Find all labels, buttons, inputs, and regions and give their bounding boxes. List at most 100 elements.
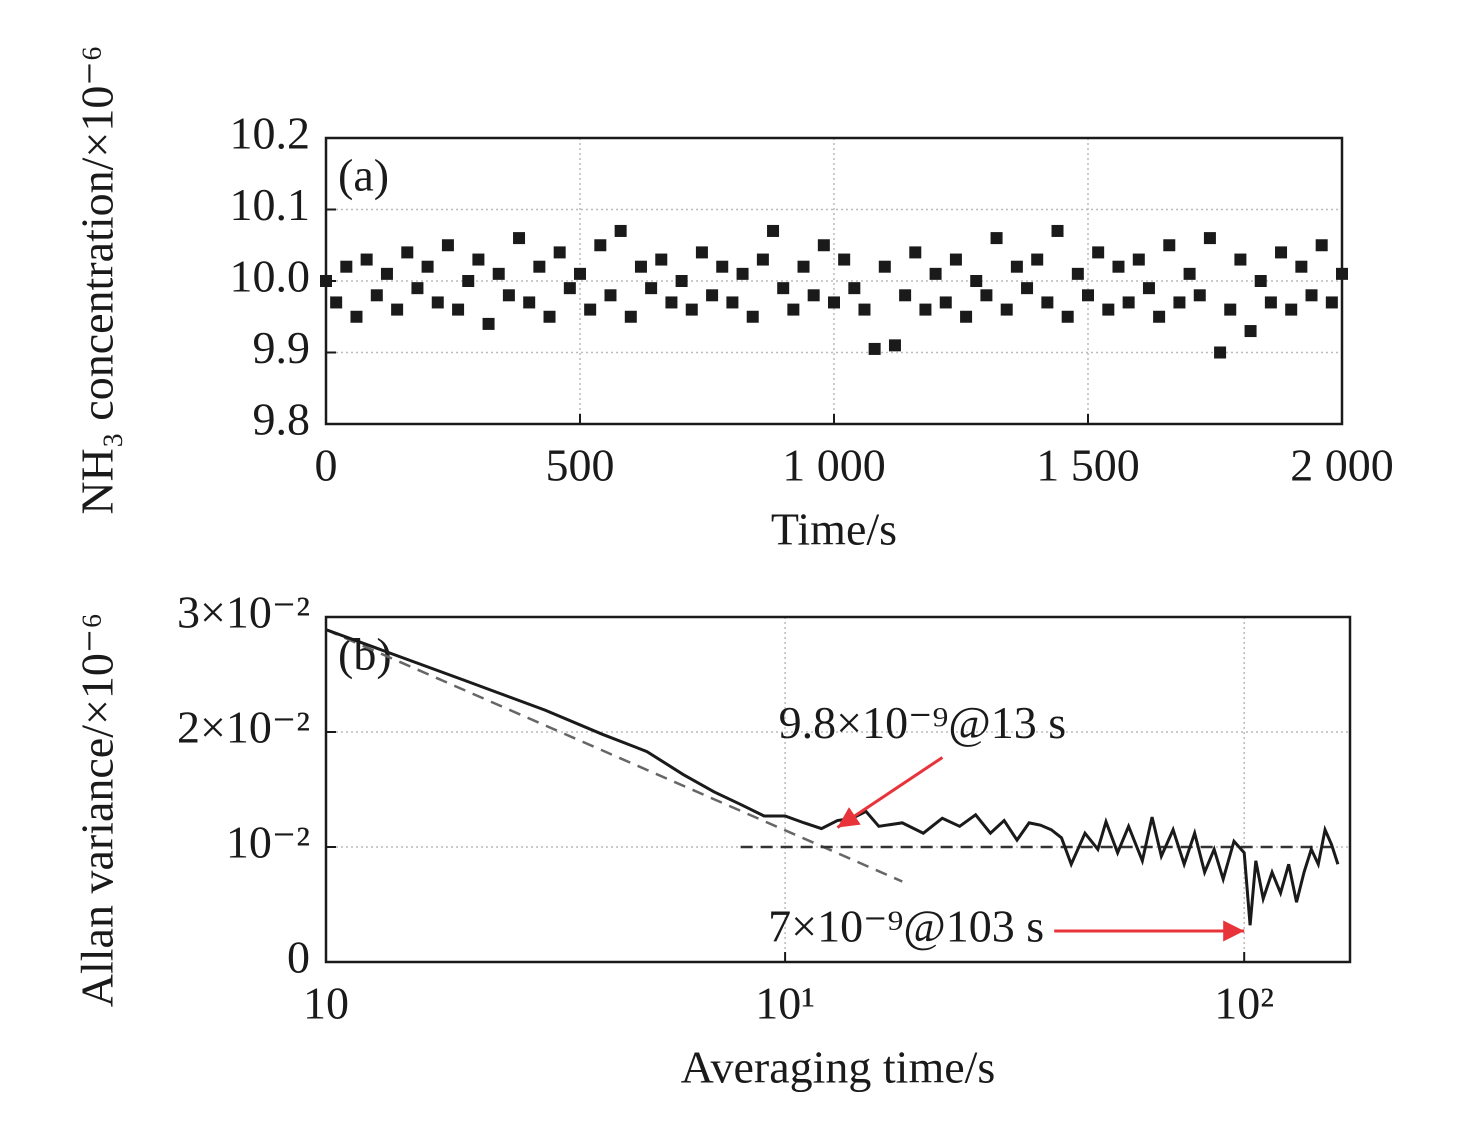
point (767, 224, 780, 237)
point (817, 239, 830, 252)
point (1153, 310, 1166, 323)
point (1021, 282, 1034, 295)
point (675, 275, 688, 287)
point (1010, 260, 1023, 273)
point (929, 267, 942, 280)
point (1193, 289, 1206, 302)
x-axis-label: Averaging time/s (681, 1042, 996, 1093)
point (909, 246, 922, 259)
point (614, 224, 627, 237)
y-tick-label: 3×10⁻² (177, 587, 310, 638)
point (980, 289, 993, 302)
point (594, 239, 607, 252)
x-tick-label: 1 500 (1036, 440, 1140, 491)
y-tick-label: 9.9 (253, 322, 311, 373)
allan-line (325, 628, 1340, 926)
point (838, 253, 851, 266)
point (523, 296, 536, 309)
point (828, 296, 840, 309)
y-tick-label: 10⁻² (226, 817, 310, 868)
point (380, 267, 393, 280)
point (1234, 253, 1247, 266)
point (685, 303, 698, 316)
point (563, 282, 576, 295)
point (584, 303, 597, 316)
y-tick-label: 10.1 (230, 179, 311, 230)
point (431, 296, 444, 309)
point (756, 253, 769, 266)
point (655, 253, 668, 266)
point (899, 289, 912, 302)
point (1295, 260, 1308, 273)
point (1275, 246, 1288, 259)
point (1203, 232, 1216, 245)
point (1244, 325, 1257, 338)
y-tick-label: 10.2 (230, 108, 311, 159)
y-tick-label: 0 (287, 932, 310, 983)
point (350, 310, 363, 323)
point (320, 275, 332, 287)
point (1173, 296, 1186, 309)
point (878, 260, 891, 273)
y-tick-label: 9.8 (253, 394, 311, 445)
point (391, 303, 404, 316)
point (360, 253, 373, 266)
point (1102, 303, 1115, 316)
point (1082, 289, 1094, 302)
point (949, 253, 962, 266)
point (1214, 346, 1227, 359)
point (1254, 275, 1267, 287)
x-axis-label: Time/s (771, 504, 897, 555)
point (1041, 296, 1054, 309)
point (1285, 303, 1298, 316)
point (452, 303, 465, 316)
x-tick-label: 1 000 (782, 440, 886, 491)
x-tick-label: 2 000 (1290, 440, 1394, 491)
point (746, 310, 759, 323)
point (533, 260, 546, 273)
point (695, 246, 708, 259)
annotation-arrow (836, 756, 944, 829)
point (421, 260, 434, 273)
point (1122, 296, 1135, 309)
annotation: 9.8×10⁻⁹@13 s (779, 697, 1067, 748)
y-axis-label: NH₃ concentration/×10⁻⁶ (72, 45, 123, 514)
point (1336, 267, 1348, 280)
point (716, 260, 729, 273)
annotation: 7×10⁻⁹@103 s (768, 901, 1044, 952)
point (970, 275, 983, 287)
x-tick-label: 10¹ (755, 978, 815, 1029)
point (807, 289, 820, 302)
point (1031, 253, 1044, 266)
point (604, 289, 617, 302)
panel-label: (a) (338, 150, 389, 201)
point (990, 232, 1003, 245)
x-tick-label: 500 (546, 440, 615, 491)
x-tick-label: 10 (303, 978, 349, 1029)
y-axis-label: Allan variance/×10⁻⁶ (72, 613, 123, 1008)
plot-frame (324, 136, 1344, 426)
point (574, 267, 586, 280)
point (919, 303, 932, 316)
point (553, 246, 566, 259)
point (482, 317, 495, 330)
point (1092, 246, 1105, 259)
y-tick-label: 2×10⁻² (177, 702, 310, 753)
plot-frame (324, 615, 1352, 964)
x-tick-label: 0 (315, 440, 338, 491)
point (462, 275, 475, 287)
point (1305, 289, 1318, 302)
point (634, 260, 647, 273)
reference-line (325, 628, 903, 883)
point (645, 282, 658, 295)
point (787, 303, 800, 316)
point (441, 239, 454, 252)
point (726, 296, 739, 309)
point (1264, 296, 1277, 309)
point (411, 282, 424, 295)
point (1112, 260, 1125, 273)
point (1000, 303, 1013, 316)
point (797, 260, 810, 273)
point (513, 232, 526, 245)
